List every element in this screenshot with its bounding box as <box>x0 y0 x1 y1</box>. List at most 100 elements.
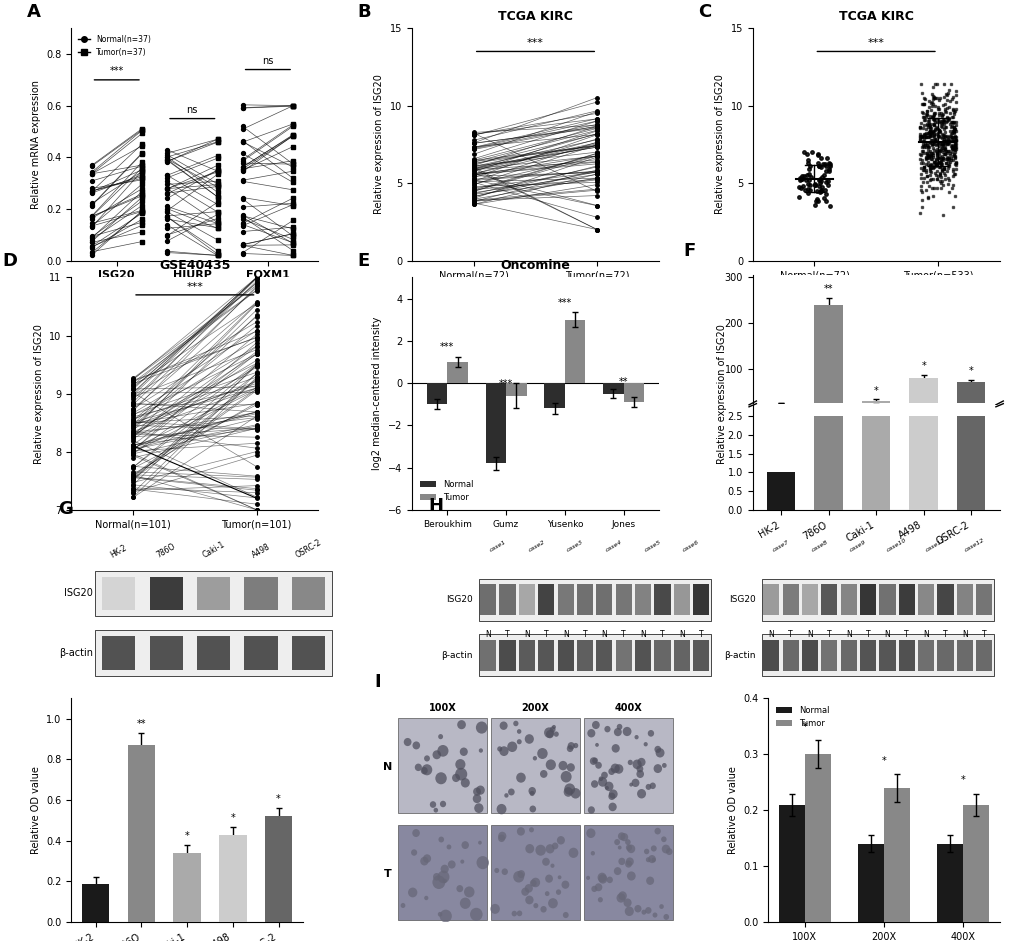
Circle shape <box>437 745 448 757</box>
Bar <box>898 584 914 615</box>
Circle shape <box>665 848 672 855</box>
Bar <box>485 383 505 463</box>
Circle shape <box>618 846 621 850</box>
Circle shape <box>539 770 547 778</box>
Circle shape <box>649 783 655 789</box>
Y-axis label: Relative mRNA expression: Relative mRNA expression <box>31 80 41 209</box>
Bar <box>490 825 580 920</box>
Text: 200X: 200X <box>521 703 549 713</box>
Bar <box>861 417 890 510</box>
Circle shape <box>517 827 525 836</box>
Y-axis label: Relative expression of ISG20: Relative expression of ISG20 <box>34 324 44 464</box>
Circle shape <box>549 726 555 732</box>
Circle shape <box>476 856 488 869</box>
Title: GSE40435: GSE40435 <box>159 259 230 272</box>
Circle shape <box>551 842 557 850</box>
Circle shape <box>613 764 623 774</box>
Text: G: G <box>58 501 72 518</box>
Circle shape <box>590 851 594 855</box>
Circle shape <box>446 844 450 850</box>
Bar <box>777 805 804 922</box>
Circle shape <box>447 860 455 869</box>
Circle shape <box>478 748 483 753</box>
Text: *: * <box>802 722 806 732</box>
Bar <box>820 584 837 615</box>
Text: *: * <box>230 812 235 822</box>
Circle shape <box>568 848 578 858</box>
Circle shape <box>641 910 646 915</box>
Circle shape <box>517 911 522 917</box>
Circle shape <box>597 872 606 883</box>
Bar <box>813 417 842 510</box>
Bar <box>766 403 795 414</box>
Bar <box>766 472 795 510</box>
Circle shape <box>451 774 460 782</box>
Bar <box>150 577 182 610</box>
Circle shape <box>528 787 535 795</box>
Circle shape <box>653 764 661 774</box>
Circle shape <box>423 854 431 863</box>
Text: N: N <box>679 630 684 639</box>
Text: N: N <box>382 761 391 772</box>
Text: ***: *** <box>867 39 883 48</box>
Circle shape <box>524 734 533 743</box>
Circle shape <box>660 837 666 842</box>
Bar <box>478 634 710 676</box>
Circle shape <box>545 730 553 739</box>
Circle shape <box>562 912 569 918</box>
Circle shape <box>404 738 411 746</box>
Text: case5: case5 <box>643 539 661 553</box>
Circle shape <box>540 906 546 913</box>
Circle shape <box>537 748 547 759</box>
Bar <box>265 817 292 922</box>
Circle shape <box>606 877 612 884</box>
Text: case4: case4 <box>604 539 623 553</box>
Circle shape <box>543 727 553 738</box>
Circle shape <box>512 911 517 917</box>
Circle shape <box>658 904 663 909</box>
Bar <box>480 584 496 615</box>
Text: HK-2: HK-2 <box>109 544 128 560</box>
Bar <box>499 584 516 615</box>
Circle shape <box>613 839 620 845</box>
Circle shape <box>618 891 627 901</box>
Circle shape <box>587 806 594 814</box>
Circle shape <box>513 871 524 883</box>
Bar <box>291 636 325 670</box>
Bar <box>878 640 895 671</box>
Text: N: N <box>883 630 890 639</box>
Circle shape <box>608 789 618 799</box>
Circle shape <box>570 788 580 799</box>
Circle shape <box>613 728 622 736</box>
Bar <box>673 640 689 671</box>
Text: T: T <box>698 630 703 639</box>
Bar <box>623 383 644 402</box>
Circle shape <box>412 742 420 749</box>
Bar <box>614 584 631 615</box>
Circle shape <box>637 789 645 799</box>
Circle shape <box>589 758 596 765</box>
Circle shape <box>655 748 663 758</box>
Bar <box>673 584 689 615</box>
Circle shape <box>421 767 427 774</box>
Circle shape <box>442 879 446 883</box>
Bar <box>936 584 953 615</box>
Bar <box>197 577 230 610</box>
Circle shape <box>550 864 554 868</box>
Bar <box>840 640 856 671</box>
Text: N: N <box>562 630 568 639</box>
Circle shape <box>632 759 641 769</box>
Circle shape <box>597 897 602 902</box>
Circle shape <box>625 860 632 868</box>
Circle shape <box>598 776 602 781</box>
Bar <box>596 584 611 615</box>
Circle shape <box>625 839 630 845</box>
Bar <box>634 640 650 671</box>
Text: ***: *** <box>109 66 123 76</box>
Circle shape <box>544 874 552 883</box>
Circle shape <box>501 869 507 875</box>
Circle shape <box>560 881 569 889</box>
Text: T: T <box>788 630 792 639</box>
Text: T: T <box>504 630 510 639</box>
Text: ***: *** <box>527 39 543 48</box>
